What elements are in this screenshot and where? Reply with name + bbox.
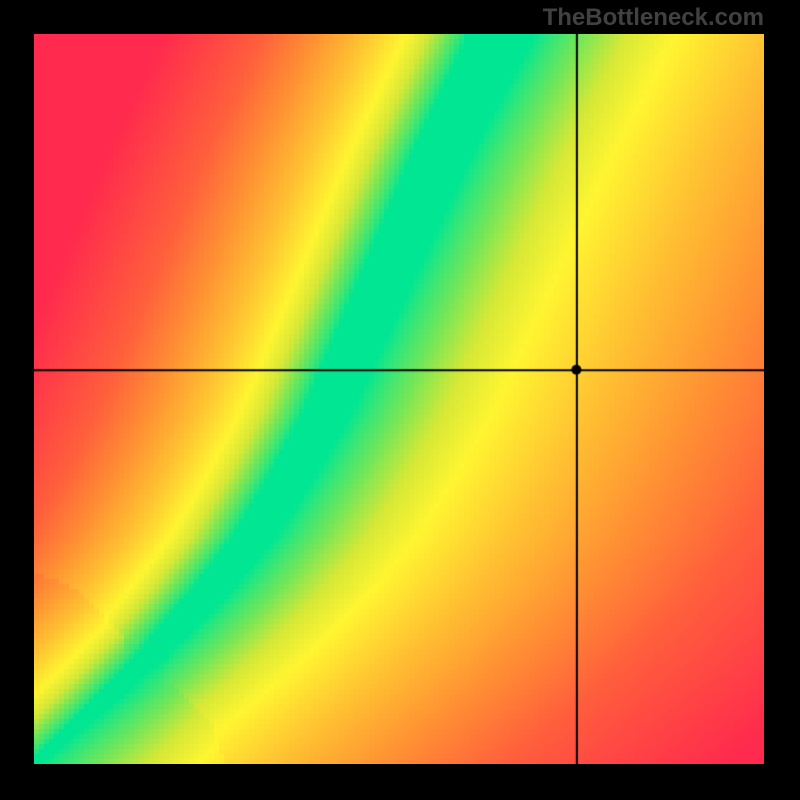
watermark-text: TheBottleneck.com — [543, 4, 764, 32]
chart-container: TheBottleneck.com — [0, 0, 800, 800]
crosshair-overlay — [34, 34, 764, 764]
